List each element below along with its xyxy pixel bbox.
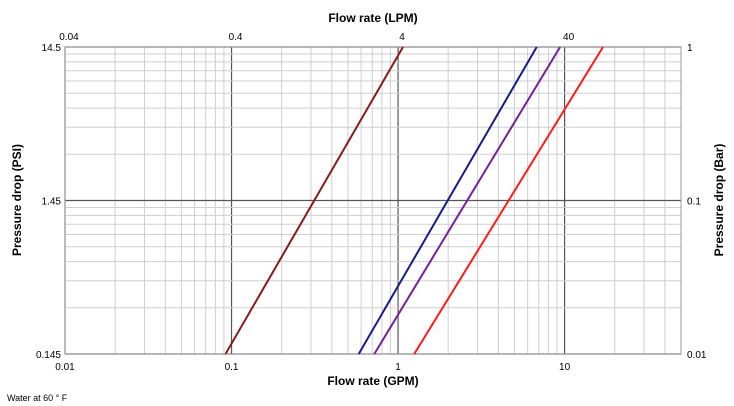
series-group [224, 46, 604, 355]
y-left-axis-title: Pressure drop (PSI) [10, 144, 24, 256]
y-left-tick-label: 1.45 [42, 197, 62, 208]
y-right-tick-label: 1 [687, 43, 693, 54]
x-bottom-tick-label: 1 [395, 362, 401, 373]
y-right-tick-label: 0.01 [687, 350, 707, 361]
grid [64, 46, 682, 355]
x-top-tick-label: 0.4 [229, 32, 243, 43]
tick-labels: 0.01 0.1 1 10 0.04 0.4 4 40 0.145 1.45 14.5 0.01 0.1… [36, 32, 707, 373]
y-left-tick-label: 14.5 [42, 43, 62, 54]
x-bottom-tick-label: 0.01 [55, 362, 75, 373]
x-top-axis-title: Flow rate (LPM) [328, 11, 417, 25]
footnote: Water at 60 ° F [7, 393, 68, 403]
series-line-2 [357, 46, 538, 355]
series-line-1 [224, 46, 404, 355]
y-right-tick-label: 0.1 [687, 197, 701, 208]
x-bottom-tick-label: 10 [559, 362, 571, 373]
x-top-tick-label: 4 [399, 32, 405, 43]
x-bottom-tick-label: 0.1 [225, 362, 239, 373]
plot-frame [64, 46, 682, 355]
y-left-tick-label: 0.145 [36, 350, 61, 361]
x-top-tick-label: 0.04 [59, 32, 79, 43]
x-top-tick-label: 40 [563, 32, 575, 43]
series-line-3 [373, 46, 561, 355]
series-line-4 [413, 46, 604, 355]
x-bottom-axis-title: Flow rate (GPM) [327, 374, 418, 388]
y-right-axis-title: Pressure drop (Bar) [712, 144, 726, 257]
